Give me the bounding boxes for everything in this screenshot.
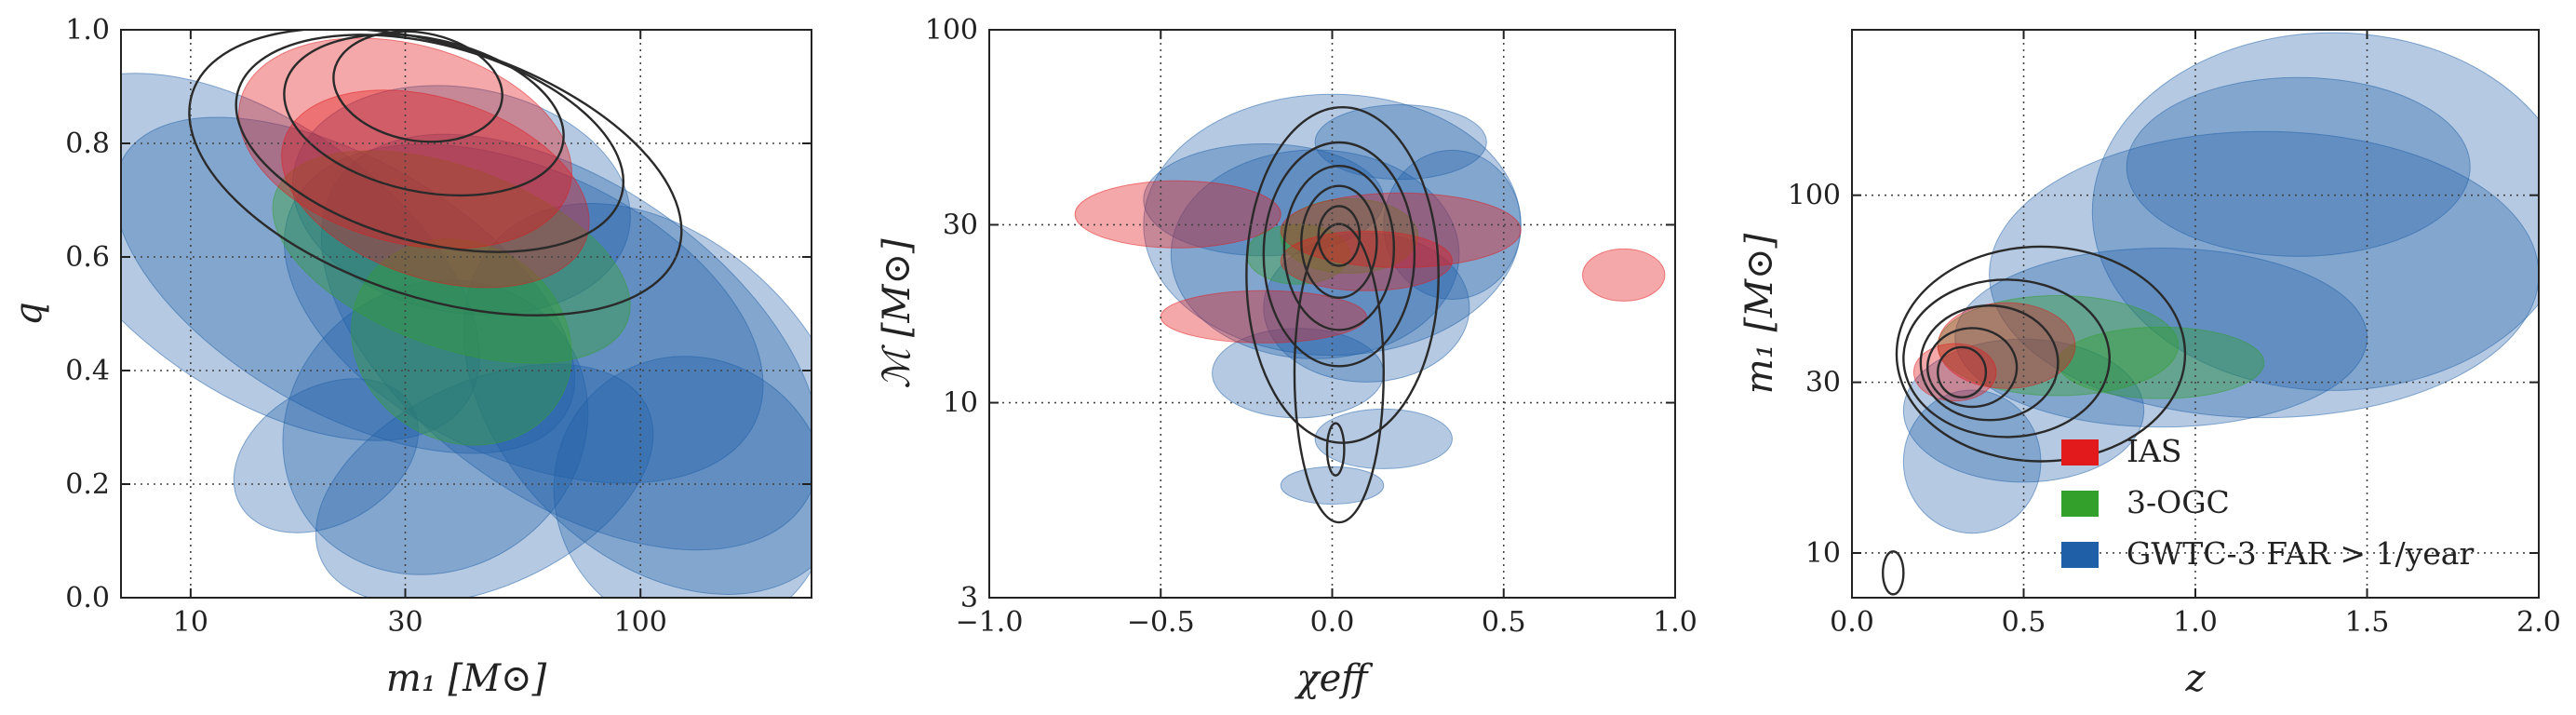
x-tick-label: 0.5 — [2002, 606, 2046, 639]
x-axis-label: m₁ [M⊙] — [386, 657, 547, 700]
population-contour-4 — [1895, 245, 2187, 463]
y-tick-label: 1.0 — [65, 14, 110, 47]
x-axis-label: z — [2184, 657, 2206, 700]
legend: IAS 3-OGC GWTC-3 FAR > 1/year — [2061, 433, 2474, 572]
contour-gwtc-3-far-1-year-1 — [1989, 130, 2539, 419]
x-tick-label: 1.0 — [2173, 606, 2218, 639]
contour-ias-2 — [1582, 248, 1666, 302]
contour-gwtc-3-far-1-year-4 — [2126, 76, 2471, 257]
x-tick-label: 0.0 — [1310, 606, 1355, 639]
contour-3-ogc-1 — [2057, 326, 2265, 399]
y-tick-label: 0.0 — [65, 582, 110, 614]
x-tick-label: 0.5 — [1482, 606, 1526, 639]
y-axis-label: q — [7, 302, 50, 326]
x-tick-label: 10 — [173, 606, 208, 639]
contour-gwtc-3-far-1-year-9 — [553, 356, 812, 598]
legend-label-0: IAS — [2127, 433, 2181, 469]
panel-mass-ratio-vs-primary-mass: 10 30 100 0.0 0.2 0.4 0.6 0.8 1.0 m₁ [M⊙] q — [7, 14, 812, 700]
contour-gwtc-3-far-1-year-5 — [1902, 389, 2042, 534]
population-contour-2 — [235, 34, 625, 253]
population-contour-1 — [283, 33, 565, 197]
contour-gwtc-3-far-1-year-7 — [233, 378, 419, 533]
population-contour-0 — [332, 30, 503, 143]
contour-3-ogc-1 — [351, 238, 572, 446]
x-tick-label: 1.0 — [1653, 606, 1697, 639]
y-tick-label: 30 — [943, 209, 978, 241]
panel-primary-mass-vs-redshift: 0.0 0.5 1.0 1.5 2.0 10 30 100 z m₁ [M⊙] — [1738, 29, 2561, 700]
x-tick-label: 100 — [614, 606, 667, 639]
contour-gwtc-3-far-1-year-8 — [315, 363, 654, 598]
contour-ias-1 — [1280, 192, 1522, 268]
y-tick-label: 10 — [1805, 537, 1841, 570]
contour-ias-0 — [1912, 343, 1997, 402]
contour-3-ogc-0 — [272, 150, 631, 364]
legend-label-2: GWTC-3 FAR > 1/year — [2127, 535, 2474, 572]
y-tick-label: 100 — [925, 14, 978, 47]
contour-ias-0 — [1074, 180, 1281, 249]
population-contour-1 — [1300, 184, 1378, 300]
contour-ias-4 — [1280, 230, 1453, 291]
population-contour-3 — [1262, 141, 1416, 368]
y-tick-label: 3 — [960, 582, 978, 614]
legend-swatch-2 — [2061, 542, 2099, 568]
population-contour-4 — [1245, 105, 1440, 444]
x-tick-label: −0.5 — [1127, 606, 1195, 639]
y-tick-label: 100 — [1788, 180, 1841, 212]
contour-ias-0 — [238, 37, 572, 250]
contour-gwtc-3-far-1-year-6 — [282, 279, 589, 575]
population-contour-1 — [1925, 327, 2019, 409]
panel-chirp-mass-vs-effective-spin: −1.0 −0.5 0.0 0.5 1.0 3 10 30 100 χeff ℳ [M⊙] — [876, 14, 1697, 700]
population-contour-3 — [1902, 278, 2111, 438]
population-contour-3 — [188, 30, 683, 317]
population-contour-2 — [1919, 304, 2059, 422]
contour-ias-1 — [281, 89, 590, 289]
population-contour-2 — [1282, 165, 1396, 331]
y-tick-label: 0.8 — [65, 128, 110, 160]
x-tick-label: 1.5 — [2345, 606, 2390, 639]
contour-gwtc-3-far-1-year-0 — [2091, 32, 2539, 391]
contour-gwtc-3-far-1-year-2 — [1263, 232, 1470, 383]
population-contour-0 — [1937, 345, 1988, 398]
contour-gwtc-3-far-1-year-1 — [121, 116, 576, 454]
y-axis-label: ℳ [M⊙] — [876, 238, 919, 389]
x-tick-label: 2.0 — [2516, 606, 2561, 639]
y-tick-label: 0.6 — [65, 241, 110, 274]
x-tick-label: 0.0 — [1830, 606, 1874, 639]
x-tick-label: 30 — [387, 606, 423, 639]
population-contour-6 — [1325, 422, 1346, 477]
population-contour-0 — [1317, 205, 1362, 267]
y-tick-label: 0.2 — [65, 468, 110, 501]
legend-label-1: 3-OGC — [2127, 484, 2230, 520]
y-axis-label: m₁ [M⊙] — [1738, 233, 1781, 394]
legend-swatch-1 — [2061, 491, 2099, 517]
y-tick-label: 0.4 — [65, 355, 110, 387]
population-contour-5 — [1293, 223, 1385, 524]
y-tick-label: 10 — [943, 387, 978, 420]
contour-gwtc-3-far-1-year-5 — [1314, 408, 1453, 469]
x-axis-label: χeff — [1294, 657, 1374, 700]
contour-3-ogc-0 — [1280, 197, 1419, 275]
x-tick-label: −1.0 — [956, 606, 1024, 639]
contour-gwtc-3-far-1-year-0 — [121, 73, 480, 441]
contour-gwtc-3-far-1-year-5 — [463, 203, 812, 595]
y-tick-label: 30 — [1805, 367, 1841, 399]
axes-frame — [120, 29, 812, 599]
population-contour-5 — [1882, 550, 1905, 596]
legend-swatch-0 — [2061, 439, 2099, 465]
